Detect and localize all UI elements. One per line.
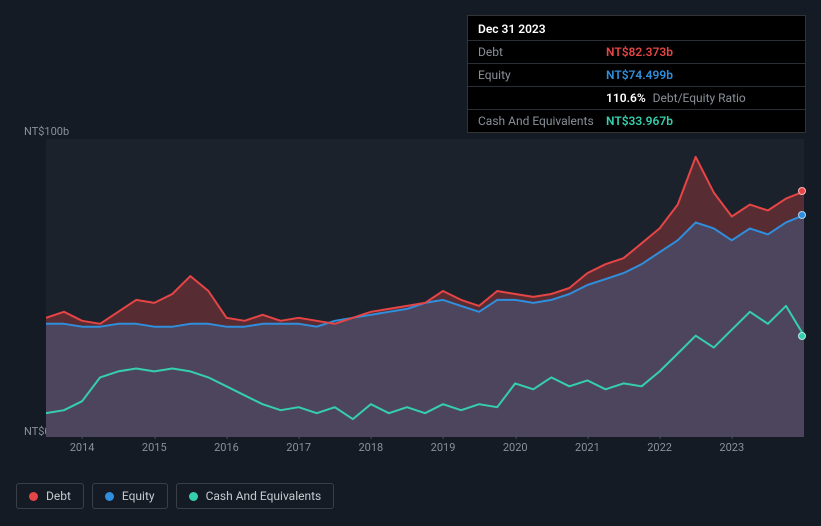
chart-legend: Debt Equity Cash And Equivalents [16,483,334,509]
x-axis-tick: 2023 [719,441,744,454]
x-axis-tick: 2020 [503,441,528,454]
x-axis: 2014 2015 2016 2017 2018 2019 2020 2021 2022 2023 [46,441,804,461]
legend-label: Cash And Equivalents [206,489,322,503]
x-axis-tick: 2017 [286,441,311,454]
tooltip-row-value: NT$74.499b [606,68,673,82]
tooltip-row-label: Debt [478,45,606,59]
tooltip-row: Cash And EquivalentsNT$33.967b [468,110,805,132]
legend-item[interactable]: Equity [92,483,168,509]
y-axis-label-max: NT$100b [24,125,69,138]
series-end-marker [798,332,806,340]
legend-swatch [29,492,38,501]
legend-label: Equity [122,489,155,503]
legend-item[interactable]: Cash And Equivalents [176,483,335,509]
legend-label: Debt [46,489,71,503]
tooltip-date: Dec 31 2023 [468,16,805,41]
x-axis-tick: 2016 [214,441,239,454]
tooltip-row-value: 110.6% Debt/Equity Ratio [606,91,746,105]
x-axis-tick: 2021 [575,441,600,454]
chart-area: NT$100b NT$0 201420152016201720182019202… [16,125,806,475]
x-axis-tick: 2014 [70,441,95,454]
legend-swatch [105,492,114,501]
tooltip-row-value: NT$33.967b [606,114,673,128]
tooltip-row-label: Equity [478,68,606,82]
tooltip-row-label [478,91,606,105]
legend-item[interactable]: Debt [16,483,84,509]
tooltip-row: EquityNT$74.499b [468,64,805,87]
x-axis-tick: 2019 [431,441,456,454]
x-axis-tick: 2022 [647,441,672,454]
tooltip-row-extra: Debt/Equity Ratio [650,91,746,105]
tooltip-row: 110.6% Debt/Equity Ratio [468,87,805,110]
tooltip-row: DebtNT$82.373b [468,41,805,64]
tooltip-row-label: Cash And Equivalents [478,114,606,128]
chart-plot[interactable] [46,139,804,437]
x-axis-tick: 2015 [142,441,167,454]
series-end-marker [798,211,806,219]
series-end-marker [798,187,806,195]
legend-swatch [189,492,198,501]
tooltip-row-value: NT$82.373b [606,45,673,59]
chart-tooltip: Dec 31 2023 DebtNT$82.373bEquityNT$74.49… [467,15,806,133]
x-axis-tick: 2018 [358,441,383,454]
